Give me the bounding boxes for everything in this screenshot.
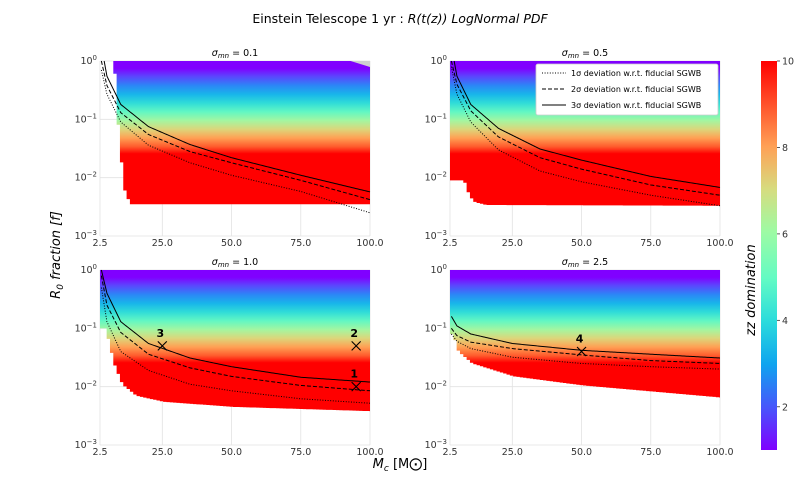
x-tick-label: 100.0 xyxy=(356,238,383,249)
marker-x xyxy=(351,381,362,392)
legend-label-3sigma: 3σ deviation w.r.t. fiducial SGWB xyxy=(571,101,701,110)
curve-sigma1 xyxy=(100,287,371,404)
x-tick-label: 75.0 xyxy=(640,447,661,458)
curve-sigma3 xyxy=(100,269,371,383)
x-tick-label: 75.0 xyxy=(290,238,311,249)
y-tick-label: 10−1 xyxy=(425,112,447,125)
curve-sigma3 xyxy=(453,60,721,188)
x-tick-label: 100.0 xyxy=(706,238,733,249)
heatmap-fill xyxy=(100,270,370,412)
y-tick-label: 10−3 xyxy=(425,438,447,451)
heatmap-fill xyxy=(450,270,720,398)
curve-sigma1 xyxy=(100,69,371,214)
curve-sigma3 xyxy=(450,316,721,359)
x-tick-label: 75.0 xyxy=(290,447,311,458)
y-tick-label: 100 xyxy=(430,54,447,67)
y-tick-label: 100 xyxy=(80,263,97,276)
x-tick-label: 50.0 xyxy=(221,447,242,458)
x-tick-label: 2.5 xyxy=(92,238,107,249)
x-tick-label: 100.0 xyxy=(356,447,383,458)
x-tick-label: 25.0 xyxy=(502,447,523,458)
y-tick-label: 10−1 xyxy=(425,321,447,334)
y-tick-label: 10−3 xyxy=(425,229,447,242)
y-tick-label: 10−3 xyxy=(75,229,97,242)
panel-title: σmn = 0.1 xyxy=(212,48,258,60)
y-axis-label: R0 fraction [f] xyxy=(49,211,66,299)
x-tick-label: 50.0 xyxy=(571,447,592,458)
colorbar-tick-label: 4 xyxy=(782,316,788,327)
panel-1: σmn = 0.1 2.5 25.0 50.0 75.0 100.0 100 10−1 10−2… xyxy=(75,48,384,249)
legend: 1σ deviation w.r.t. fiducial SGWB 2σ dev… xyxy=(535,63,719,116)
curve-sigma2 xyxy=(100,275,371,392)
y-tick-label: 10−1 xyxy=(75,321,97,334)
marker-label: 2 xyxy=(350,327,358,340)
y-tick-label: 100 xyxy=(430,263,447,276)
x-tick-label: 2.5 xyxy=(92,447,107,458)
marker-label: 1 xyxy=(350,368,358,381)
marker-label: 3 xyxy=(156,327,164,340)
panel-title: σmn = 2.5 xyxy=(562,257,608,269)
legend-label-1sigma: 1σ deviation w.r.t. fiducial SGWB xyxy=(571,69,701,78)
x-tick-label: 2.5 xyxy=(442,238,457,249)
y-tick-label: 10−2 xyxy=(75,171,97,184)
x-tick-label: 25.0 xyxy=(152,238,173,249)
panels-group: σmn = 0.1 2.5 25.0 50.0 75.0 100.0 100 10−1 10−2… xyxy=(75,48,734,458)
heatmap-fill xyxy=(100,61,370,205)
colorbar-gradient xyxy=(761,61,777,450)
x-tick-label: 25.0 xyxy=(502,238,523,249)
colorbar-label: zz domination xyxy=(744,244,759,336)
y-tick-label: 10−1 xyxy=(75,112,97,125)
colorbar-ticks: 2 4 6 8 10 xyxy=(777,57,794,413)
legend-label-2sigma: 2σ deviation w.r.t. fiducial SGWB xyxy=(571,85,701,94)
no-data-patch xyxy=(350,61,370,67)
panel-4: σmn = 2.5 4 2.5 25.0 50.0 75.0 100.0 100 10−1 10−… xyxy=(425,257,734,458)
y-tick-label: 10−3 xyxy=(75,438,97,451)
panel-title: σmn = 0.5 xyxy=(562,48,608,60)
marker-label: 4 xyxy=(576,333,584,346)
y-tick-label: 10−2 xyxy=(425,380,447,393)
legend-box xyxy=(535,63,719,116)
y-tick-label: 100 xyxy=(80,54,97,67)
marker-x xyxy=(351,341,362,351)
marker-x xyxy=(157,341,168,351)
panel-3: σmn = 1.0 1 2 3 2.5 25.0 50.0 75.0 100.0 100 10−1 1… xyxy=(75,257,384,458)
figure-title: Einstein Telescope 1 yr : R(t(z)) LogNor… xyxy=(252,11,548,26)
curve-sigma2 xyxy=(100,60,371,201)
colorbar-tick-label: 2 xyxy=(782,402,788,413)
curve-sigma1 xyxy=(450,333,721,370)
curve-sigma3 xyxy=(103,60,371,193)
x-tick-label: 100.0 xyxy=(706,447,733,458)
panel-title: σmn = 1.0 xyxy=(212,257,258,269)
marker-x xyxy=(576,346,587,357)
x-tick-label: 2.5 xyxy=(442,447,457,458)
x-tick-label: 25.0 xyxy=(152,447,173,458)
y-tick-label: 10−2 xyxy=(75,380,97,393)
x-axis-label: Mc [M⨀] xyxy=(373,457,428,474)
colorbar-tick-label: 8 xyxy=(782,143,788,154)
x-tick-label: 75.0 xyxy=(640,238,661,249)
colorbar-tick-label: 10 xyxy=(782,57,794,68)
x-tick-label: 50.0 xyxy=(571,238,592,249)
colorbar-tick-label: 6 xyxy=(782,229,788,240)
y-tick-label: 10−2 xyxy=(425,171,447,184)
colorbar: 2 4 6 8 10 zz domination xyxy=(744,57,794,450)
curve-sigma2 xyxy=(450,60,721,196)
x-tick-label: 50.0 xyxy=(221,238,242,249)
